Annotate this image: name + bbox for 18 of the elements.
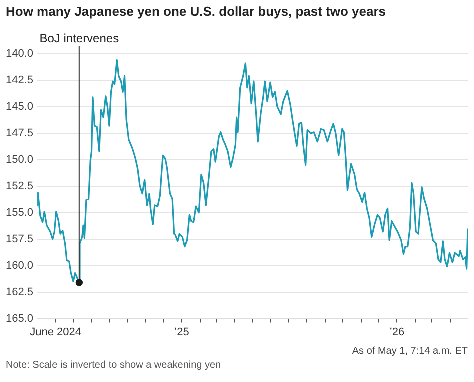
x-tick-label: June 2024 [30,326,82,338]
y-tick-label: 157.5 [6,233,34,246]
y-tick-label: 147.5 [6,127,34,140]
x-tick-label: ’26 [390,326,405,338]
y-tick-label: 150.0 [6,154,34,166]
y-tick-label: 165.0 [6,312,34,325]
y-tick-label: 162.5 [6,286,34,298]
x-tick-label: ’25 [174,326,190,338]
y-tick-label: 152.5 [6,180,34,192]
ref-line-label: BoJ intervenes [40,31,120,46]
y-tick-label: 155.0 [6,206,34,219]
text: Note: Scale is inverted to show a weakening yen [6,360,222,371]
y-tick-label: 140.0 [6,48,34,60]
chart-title: How many Japanese yen one U.S. dollar buys, past two years [6,4,386,19]
y-tick-label: 145.0 [6,100,34,113]
text: As of May 1, 7:14 a.m. ET [352,346,468,357]
y-tick-label: 160.0 [6,260,34,272]
y-tick-label: 142.5 [6,74,34,87]
